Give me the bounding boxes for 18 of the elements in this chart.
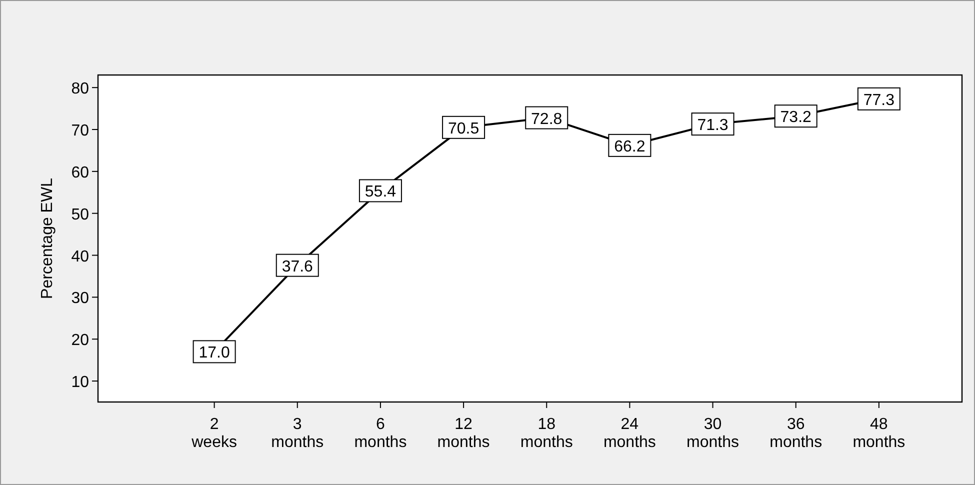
y-tick-label: 50 xyxy=(71,206,90,224)
y-axis-title: Percentage EWL xyxy=(39,178,56,299)
y-tick-label: 20 xyxy=(71,332,90,350)
x-tick-label: 2 weeks xyxy=(190,416,237,451)
y-tick-label: 70 xyxy=(71,122,90,140)
x-tick-label: 36 months xyxy=(770,416,822,451)
y-tick-label: 40 xyxy=(71,248,90,266)
x-tick-label: 24 months xyxy=(603,416,656,451)
x-tick-label: 18 months xyxy=(520,416,573,451)
x-tick-label: 6 months xyxy=(354,416,407,451)
x-tick-label: 3 months xyxy=(271,416,324,451)
y-tick-label: 80 xyxy=(71,80,90,98)
x-tick-label: 48 months xyxy=(852,416,906,451)
x-tick-label: 30 months xyxy=(686,416,740,451)
y-tick-label: 60 xyxy=(71,164,90,182)
x-tick-label: 12 months xyxy=(437,416,490,451)
y-tick-label: 30 xyxy=(71,290,90,308)
y-tick-label: 10 xyxy=(71,374,90,392)
